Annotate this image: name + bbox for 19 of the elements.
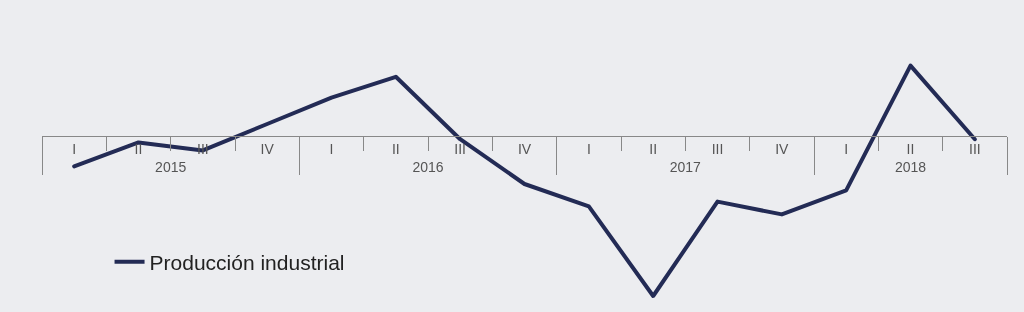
x-tick-label: IV <box>260 140 275 157</box>
x-tick-label: IV <box>775 140 790 157</box>
x-tick-label: I <box>329 140 334 157</box>
x-tick-label: III <box>454 140 467 157</box>
annotation: 2018 <box>894 158 927 175</box>
x-tick-label: III <box>711 140 724 157</box>
legend-label: Producción industrial <box>149 250 345 274</box>
annotation: 2015 <box>155 158 187 175</box>
x-tick-label: II <box>649 140 658 157</box>
x-tick-label: IV <box>517 140 532 157</box>
x-tick-label: III <box>968 140 981 157</box>
x-tick-label: II <box>391 140 400 157</box>
annotation: 2017 <box>669 158 702 175</box>
x-tick-label: II <box>134 140 143 157</box>
annotation: 2016 <box>412 158 444 175</box>
x-tick-label: I <box>844 140 849 157</box>
x-tick-label: II <box>906 140 915 157</box>
x-tick-label: I <box>586 140 591 157</box>
x-tick-label: I <box>72 140 77 157</box>
